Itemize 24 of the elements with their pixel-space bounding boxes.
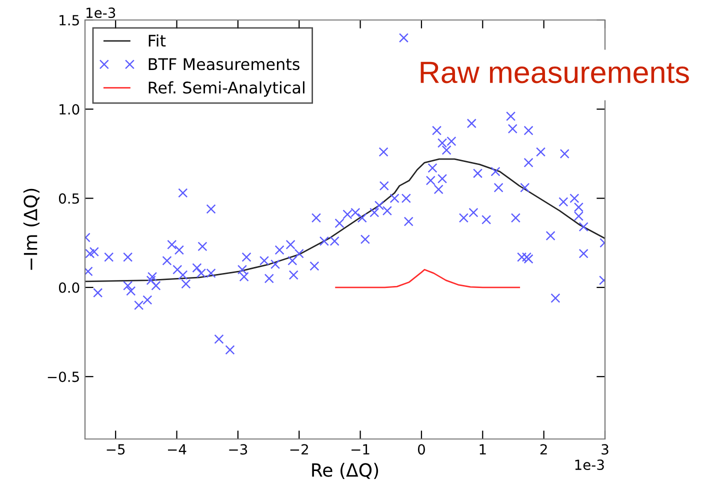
y-tick-label: −0.5 xyxy=(48,372,79,382)
x-tick-label: 3 xyxy=(602,444,608,455)
text: Raw measurements xyxy=(420,62,689,84)
x-tick-label: −2 xyxy=(290,444,308,454)
y-tick-label: 1.5 xyxy=(60,15,79,26)
legend-label: Ref. Semi-Analytical xyxy=(148,81,304,97)
x-axis-title: Re (ΔQ) xyxy=(312,462,378,479)
legend-label: Fit xyxy=(148,34,166,47)
x-tick-label: −5 xyxy=(106,444,125,455)
x-tick-label: 0 xyxy=(418,444,425,455)
y-tick-label: 0.0 xyxy=(58,282,80,293)
x-tick-label: −1 xyxy=(352,444,370,454)
x-tick-label: −4 xyxy=(168,444,186,454)
legend-label: BTF Measurements xyxy=(148,58,300,70)
line-series xyxy=(335,268,520,288)
x-tick-label: −3 xyxy=(229,444,248,455)
text: 1e-3 xyxy=(86,8,116,18)
line-series xyxy=(85,158,605,282)
x-tick-label: 2 xyxy=(540,444,547,454)
y-tick-label: 1.0 xyxy=(60,104,80,115)
x-tick-label: 1 xyxy=(480,444,486,454)
y-axis-title: −Im (ΔQ) xyxy=(23,188,40,270)
y-tick-label: 0.5 xyxy=(58,193,79,204)
text: 1e-3 xyxy=(575,460,604,470)
